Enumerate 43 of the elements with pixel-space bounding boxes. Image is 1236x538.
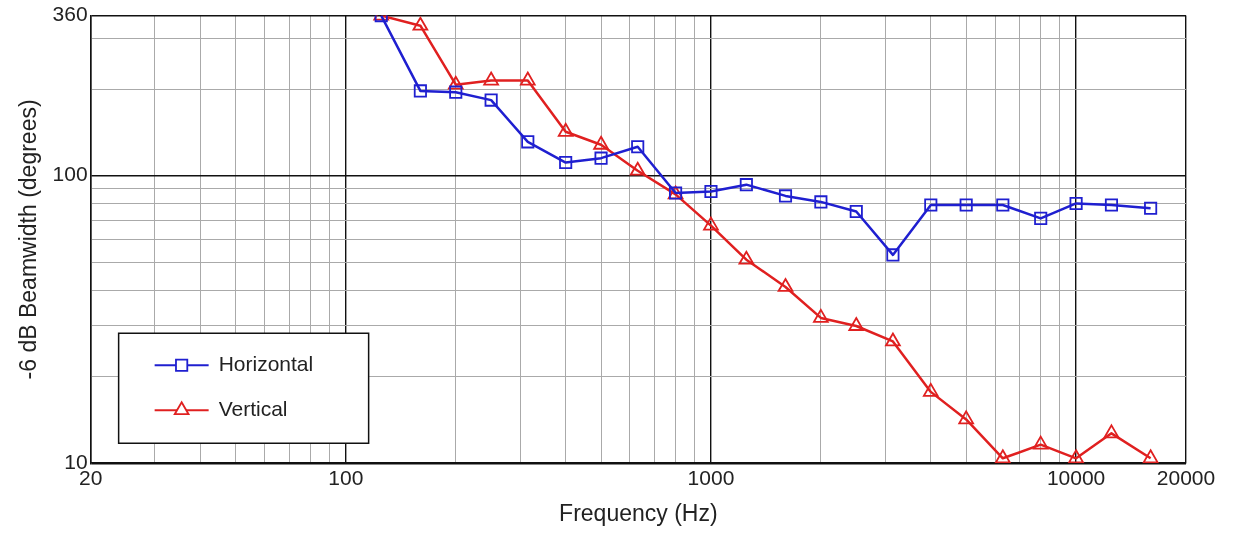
point [594, 151, 608, 165]
point [848, 317, 865, 331]
point [995, 449, 1011, 464]
point [1034, 211, 1048, 225]
point [849, 204, 863, 219]
point [738, 250, 755, 265]
x-tick-label: 20000 [1156, 465, 1216, 489]
point [1032, 435, 1049, 450]
point [996, 198, 1010, 212]
point [924, 198, 938, 212]
point [521, 135, 535, 149]
point [449, 85, 463, 99]
legend-label: Horizontal [218, 352, 314, 375]
point [813, 309, 829, 323]
point [1104, 198, 1119, 212]
point [886, 248, 900, 262]
point [885, 332, 901, 347]
point [704, 185, 718, 199]
point [958, 410, 974, 425]
y-axis-title: -6 dB Beamwidth (degrees) [15, 99, 42, 380]
y-tick-label: 100 [52, 162, 88, 186]
point [703, 216, 719, 231]
point [959, 198, 973, 212]
point [631, 140, 645, 154]
point [484, 93, 498, 107]
point [922, 382, 939, 397]
point [778, 189, 793, 203]
x-tick-label: 10000 [1046, 465, 1106, 489]
x-tick-label: 100 [328, 465, 364, 489]
x-axis-title: Frequency (Hz) [559, 499, 718, 526]
y-tick-label: 360 [52, 2, 88, 26]
point [777, 278, 794, 292]
x-tick-label: 1000 [687, 465, 735, 489]
point [1103, 424, 1120, 439]
point [413, 84, 427, 98]
point [1069, 196, 1083, 211]
point [814, 195, 828, 209]
point [1068, 449, 1084, 464]
point [1144, 201, 1158, 215]
point [1142, 449, 1159, 464]
point [739, 178, 753, 192]
point [559, 156, 573, 170]
legend-label: Vertical [218, 397, 288, 420]
